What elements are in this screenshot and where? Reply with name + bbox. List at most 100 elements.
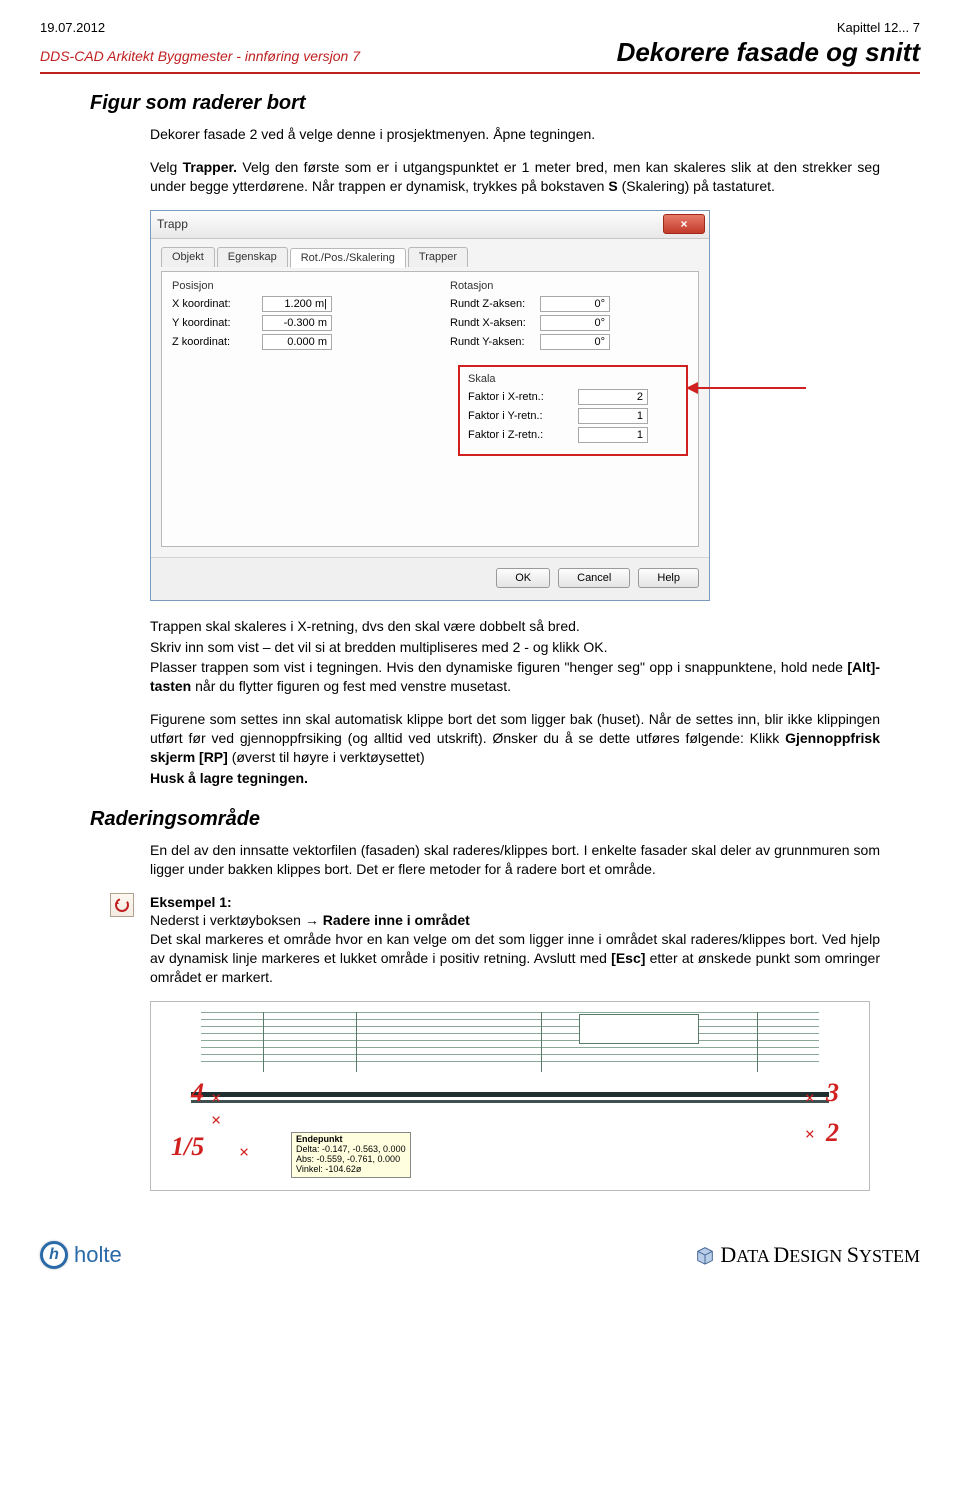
rundt-x-row: Rundt X-aksen: 0° <box>450 315 688 331</box>
y-koordinat-input[interactable]: -0.300 m <box>262 315 332 331</box>
skala-label: Skala <box>468 373 678 385</box>
rundt-y-row: Rundt Y-aksen: 0° <box>450 334 688 350</box>
drawing-tooltip: Endepunkt Delta: -0.147, -0.563, 0.000 A… <box>291 1132 411 1178</box>
drawing-figure: 4 × 3 × 2 × × 1/5 × Endepunkt Delta: -0.… <box>150 1001 870 1191</box>
p2-post2: (Skalering) på tastaturet. <box>618 178 775 194</box>
posisjon-label: Posisjon <box>172 280 410 292</box>
x-koordinat-input[interactable]: 1.200 m| <box>262 296 332 312</box>
help-button[interactable]: Help <box>638 568 699 588</box>
marker-15: 1/5 <box>171 1132 204 1162</box>
tab-trapper[interactable]: Trapper <box>408 247 468 267</box>
page-header-row2: DDS-CAD Arkitekt Byggmester - innføring … <box>40 37 920 68</box>
example1-line-pre: Nederst i verktøyboksen → <box>150 912 323 928</box>
after-p4-post: (øverst til høyre i verktøysettet) <box>228 749 425 765</box>
section2-heading: Raderingsområde <box>90 808 920 831</box>
tooltip-line3: Vinkel: -104.62ø <box>296 1164 361 1174</box>
marker-15-x2: × <box>239 1142 249 1163</box>
circle-arrow-icon <box>114 897 130 913</box>
close-icon: × <box>680 217 687 231</box>
marker-4: 4 <box>191 1078 204 1108</box>
marker-2-x: × <box>805 1124 815 1145</box>
dds-logo: DATA DESIGN SYSTEM <box>694 1242 920 1268</box>
header-title: Dekorere fasade og snitt <box>617 37 920 68</box>
z-koordinat-input[interactable]: 0.000 m <box>262 334 332 350</box>
header-product: DDS-CAD Arkitekt Byggmester - innføring … <box>40 48 360 64</box>
after-p3-post: når du flytter figuren og fest med venst… <box>191 678 511 694</box>
drawing-bar2 <box>191 1100 829 1103</box>
header-date: 19.07.2012 <box>40 20 105 35</box>
marker-15-x1: × <box>211 1110 221 1131</box>
section1-heading: Figur som raderer bort <box>90 92 920 115</box>
section1-p1: Dekorer fasade 2 ved å velge denne i pro… <box>150 125 880 144</box>
faktor-z-row: Faktor i Z-retn.: 1 <box>468 427 678 443</box>
x-koordinat-row: X koordinat: 1.200 m| <box>172 296 410 312</box>
drawing-bar1 <box>191 1092 829 1097</box>
cube-icon <box>694 1244 716 1266</box>
tab-strip: Objekt Egenskap Rot./Pos./Skalering Trap… <box>161 247 699 267</box>
after-p4-pre: Figurene som settes inn skal automatisk … <box>150 711 880 746</box>
header-chapter: Kapittel 12... 7 <box>837 20 920 35</box>
rundt-z-label: Rundt Z-aksen: <box>450 298 540 310</box>
faktor-y-input[interactable]: 1 <box>578 408 648 424</box>
faktor-x-label: Faktor i X-retn.: <box>468 391 578 403</box>
close-button[interactable]: × <box>663 214 705 234</box>
page-header-row1: 19.07.2012 Kapittel 12... 7 <box>40 20 920 35</box>
cancel-button[interactable]: Cancel <box>558 568 630 588</box>
p2-bold: Trapper. <box>183 159 237 175</box>
z-koordinat-row: Z koordinat: 0.000 m <box>172 334 410 350</box>
tooltip-title: Endepunkt <box>296 1134 343 1144</box>
p2-bold2: S <box>608 178 617 194</box>
holte-logo: h holte <box>40 1241 122 1269</box>
faktor-y-label: Faktor i Y-retn.: <box>468 410 578 422</box>
after-p3: Plasser trappen som vist i tegningen. Hv… <box>150 658 880 696</box>
after-p3-pre: Plasser trappen som vist i tegningen. Hv… <box>150 659 847 675</box>
ok-button[interactable]: OK <box>496 568 550 588</box>
example1-label: Eksempel 1: <box>150 894 232 910</box>
rundt-x-input[interactable]: 0° <box>540 315 610 331</box>
faktor-y-row: Faktor i Y-retn.: 1 <box>468 408 678 424</box>
rundt-y-input[interactable]: 0° <box>540 334 610 350</box>
marker-3: 3 <box>826 1078 839 1108</box>
tooltip-line2: Abs: -0.559, -0.761, 0.000 <box>296 1154 400 1164</box>
after-p5: Husk å lagre tegningen. <box>150 769 880 788</box>
after-p4: Figurene som settes inn skal automatisk … <box>150 710 880 767</box>
y-koordinat-row: Y koordinat: -0.300 m <box>172 315 410 331</box>
after-p2: Skriv inn som vist – det vil si at bredd… <box>150 638 880 657</box>
header-divider <box>40 72 920 74</box>
tooltip-line1: Delta: -0.147, -0.563, 0.000 <box>296 1144 406 1154</box>
faktor-z-label: Faktor i Z-retn.: <box>468 429 578 441</box>
p2-pre: Velg <box>150 159 183 175</box>
x-koordinat-label: X koordinat: <box>172 298 262 310</box>
page-footer: h holte DATA DESIGN SYSTEM <box>0 1241 960 1289</box>
example1-line-bold: Radere inne i området <box>323 912 470 928</box>
y-koordinat-label: Y koordinat: <box>172 317 262 329</box>
dialog-button-row: OK Cancel Help <box>151 557 709 600</box>
drawing-window-rect <box>579 1014 699 1044</box>
tab-rot-pos-skalering[interactable]: Rot./Pos./Skalering <box>290 248 406 268</box>
rundt-x-label: Rundt X-aksen: <box>450 317 540 329</box>
tab-panel: Posisjon X koordinat: 1.200 m| Y koordin… <box>161 271 699 547</box>
faktor-z-input[interactable]: 1 <box>578 427 648 443</box>
marker-2: 2 <box>826 1118 839 1148</box>
rotasjon-label: Rotasjon <box>450 280 688 292</box>
rundt-z-input[interactable]: 0° <box>540 296 610 312</box>
red-arrow-annotation <box>696 387 806 389</box>
dialog-title: Trapp <box>157 217 188 231</box>
marker-4-x: × <box>211 1088 221 1109</box>
after-p1: Trappen skal skaleres i X-retning, dvs d… <box>150 617 880 636</box>
tab-objekt[interactable]: Objekt <box>161 247 215 267</box>
radere-icon <box>110 893 134 917</box>
marker-3-x: × <box>805 1088 815 1109</box>
rundt-z-row: Rundt Z-aksen: 0° <box>450 296 688 312</box>
dialog-titlebar: Trapp × <box>151 211 709 239</box>
holte-logo-text: holte <box>74 1242 122 1268</box>
faktor-x-input[interactable]: 2 <box>578 389 648 405</box>
example1-block: Eksempel 1: Nederst i verktøyboksen → Ra… <box>150 893 880 987</box>
rundt-y-label: Rundt Y-aksen: <box>450 336 540 348</box>
section2-p1: En del av den innsatte vektorfilen (fasa… <box>150 841 880 879</box>
faktor-x-row: Faktor i X-retn.: 2 <box>468 389 678 405</box>
tab-egenskap[interactable]: Egenskap <box>217 247 288 267</box>
example1-p-bold: [Esc] <box>611 950 645 966</box>
skala-box: Skala Faktor i X-retn.: 2 Faktor i Y-ret… <box>458 365 688 456</box>
section1-p2: Velg Trapper. Velg den første som er i u… <box>150 158 880 196</box>
